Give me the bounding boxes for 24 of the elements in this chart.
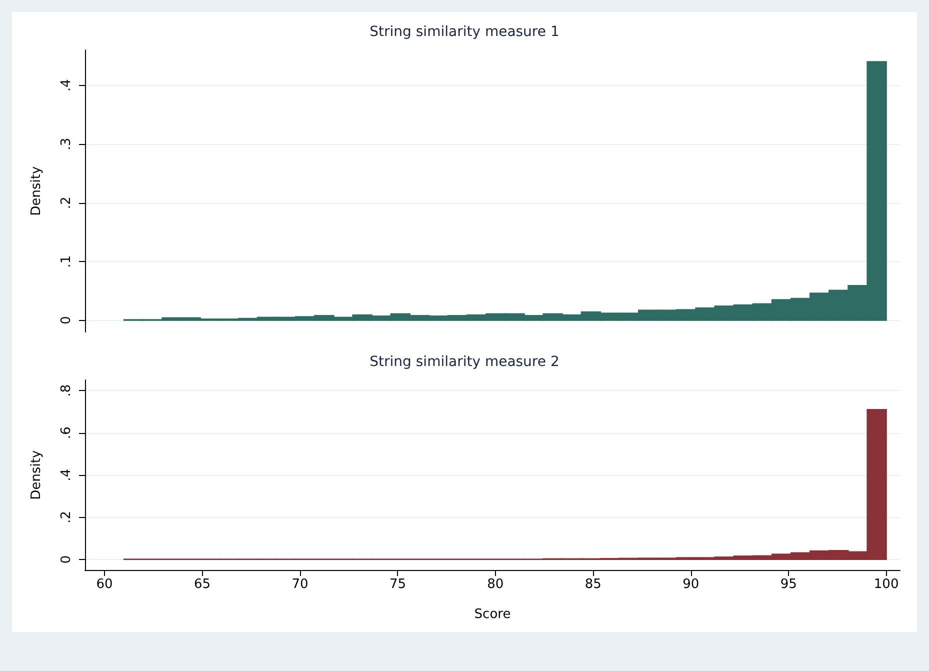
x-tick-label: 75 [389, 577, 406, 592]
x-tick-label: 95 [780, 577, 797, 592]
y-tick-label: .3 [59, 138, 74, 150]
y-tick-label: .8 [59, 384, 74, 397]
y-tick-label: 0 [59, 316, 74, 324]
x-tick-label: 65 [194, 577, 211, 592]
y-tick-label: 0 [59, 555, 74, 564]
x-tick-label: 70 [292, 577, 308, 592]
chart-title: String similarity measure 2 [370, 354, 560, 370]
y-tick-label: .4 [59, 468, 74, 482]
x-tick-label: 100 [874, 577, 899, 592]
x-tick-label: 60 [96, 577, 113, 592]
y-tick-label: .4 [59, 79, 74, 92]
y-axis-title: Density [29, 166, 44, 216]
x-axis-title: Score [474, 607, 511, 622]
x-tick-label: 80 [487, 577, 504, 592]
x-tick-label: 90 [682, 577, 700, 592]
x-tick-label: 85 [584, 577, 602, 592]
y-tick-label: .2 [59, 511, 74, 524]
y-axis-title: Density [29, 450, 44, 500]
chart-title: String similarity measure 1 [370, 24, 560, 40]
y-tick-label: .6 [59, 426, 74, 439]
y-tick-label: .2 [59, 196, 74, 209]
y-tick-label: .1 [59, 255, 74, 268]
